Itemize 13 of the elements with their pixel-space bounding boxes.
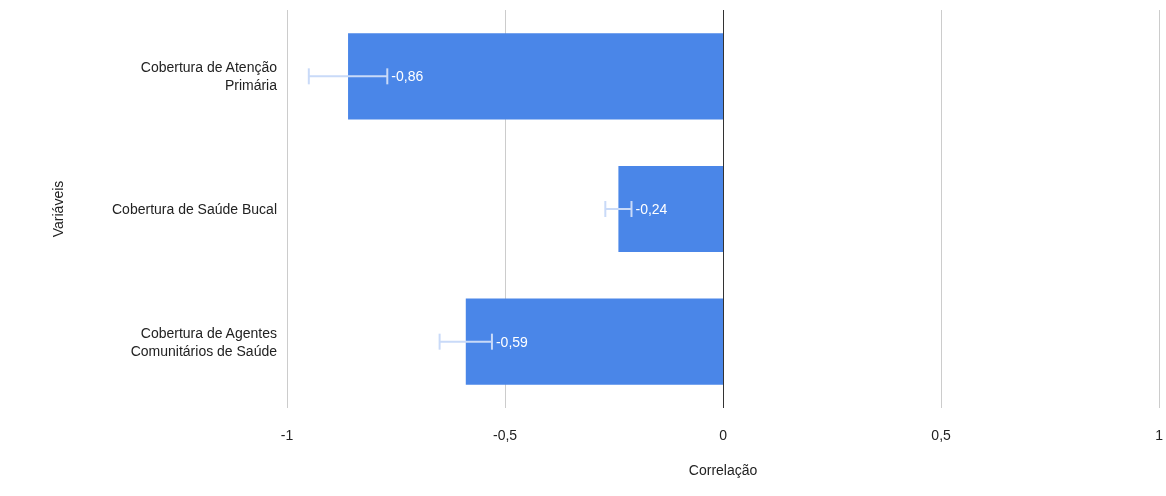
y-axis-title: Variáveis <box>50 180 66 238</box>
x-tick-label: 0,5 <box>931 427 952 443</box>
y-tick-label: Cobertura de Agentes Comunitários de Saúde <box>130 324 278 359</box>
data-label: -0,86 <box>391 68 424 85</box>
x-axis-title: Correlação <box>688 462 758 478</box>
x-tick-label: 0 <box>719 427 728 443</box>
x-tick-label: -1 <box>280 427 294 443</box>
x-tick-label: -0,5 <box>492 427 518 443</box>
data-label: -0,24 <box>635 201 668 217</box>
y-tick-label: Cobertura de Atenção Primária <box>140 59 278 94</box>
data-label: -0,59 <box>495 333 529 350</box>
x-tick-label: 1 <box>1155 427 1164 443</box>
y-tick-label: Cobertura de Saúde Bucal <box>112 201 277 217</box>
